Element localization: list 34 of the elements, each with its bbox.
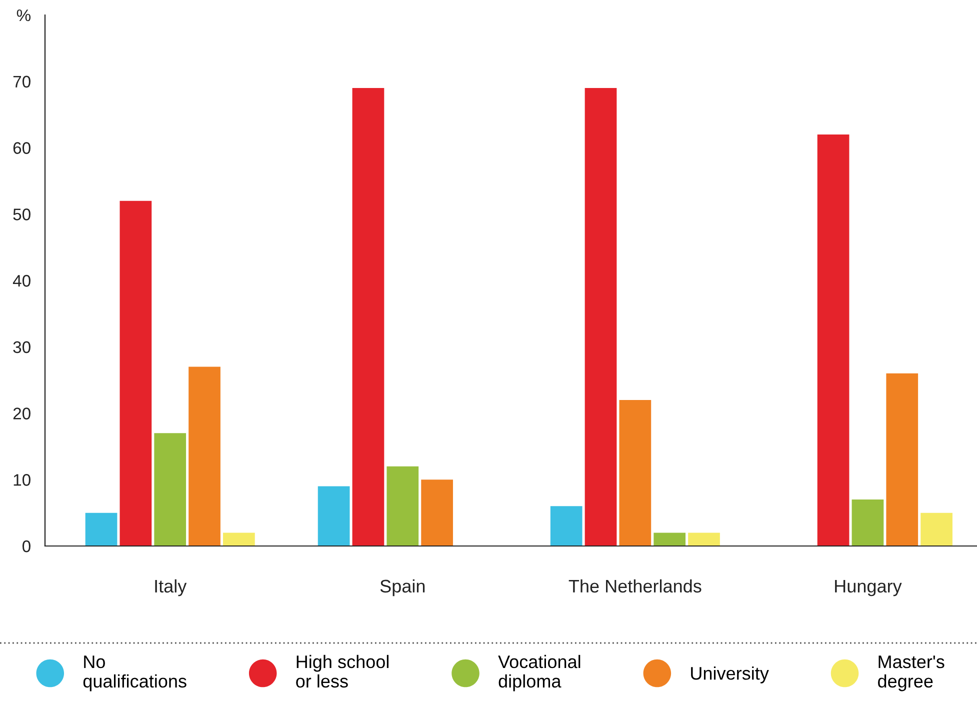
bar [120,200,152,546]
bar [318,486,350,546]
legend-label: High school or less [296,654,388,688]
bar [421,480,453,546]
x-tick-label: Italy [155,579,187,596]
x-tick-label: Spain [380,579,425,596]
bar [886,373,918,546]
legend-label: University [691,666,769,684]
y-tick-label: 20 [13,408,30,420]
y-tick-label: 0 [22,540,30,552]
legend-label: No qualifications [83,656,186,692]
bar [188,366,220,546]
bar [223,532,255,546]
bar [386,466,419,546]
x-tick-label: Hungary [835,580,902,596]
bar [584,88,617,546]
y-tick-label: 60 [13,142,30,154]
bar [920,512,952,546]
y-tick-label: 10 [14,474,30,486]
bar [688,532,720,546]
bar [817,134,850,546]
legend-label: Vocational diploma [498,654,580,692]
y-tick-label: 50 [13,208,30,220]
bar [352,88,384,546]
y-tick-label: 30 [13,341,30,354]
bar [550,506,582,546]
bar [154,433,186,546]
bar [85,512,118,546]
x-tick-label: The Netherlands [568,579,702,593]
y-tick-label: 70 [13,76,30,88]
y-tick-label: % [16,9,31,22]
y-tick-label: 40 [12,274,30,287]
bar [852,500,884,546]
legend-label: Master's degree [878,656,944,692]
